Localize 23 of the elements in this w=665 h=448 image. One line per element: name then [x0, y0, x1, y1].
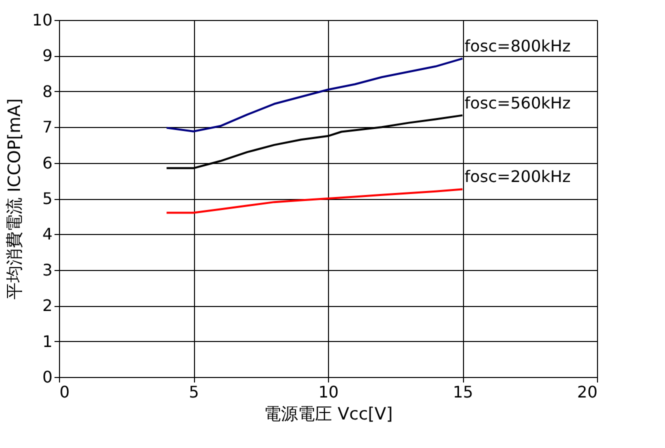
- x-tick-label: 20: [577, 382, 598, 402]
- x-tick-label: 5: [188, 382, 200, 402]
- y-tick-label: 8: [42, 82, 52, 101]
- x-tick-label: 0: [60, 382, 70, 402]
- y-tick-label: 10: [32, 10, 52, 30]
- line-series: [166, 58, 464, 132]
- y-tick-label: 4: [42, 224, 52, 244]
- series-label: fosc=800kHz: [464, 36, 571, 56]
- x-tick-label: 10: [318, 382, 339, 402]
- y-tick-label: 5: [42, 189, 52, 208]
- y-tick-label: 2: [42, 296, 52, 316]
- y-axis-title: 平均消費電流 ICCOP[mA]: [5, 98, 26, 300]
- y-tick-label: 7: [42, 118, 52, 137]
- line-series: [166, 188, 464, 214]
- x-axis-title: 電源電圧 Vcc[V]: [264, 404, 393, 424]
- x-tick-label: 15: [452, 382, 474, 402]
- y-tick-label: 0: [42, 368, 52, 386]
- series-label: fosc=560kHz: [464, 93, 571, 112]
- y-tick-label: 3: [42, 260, 52, 280]
- y-tick-label: 6: [42, 153, 52, 172]
- y-tick-label: 9: [42, 46, 52, 66]
- y-tick-label: 1: [42, 332, 52, 351]
- series-label: fosc=200kHz: [464, 167, 571, 186]
